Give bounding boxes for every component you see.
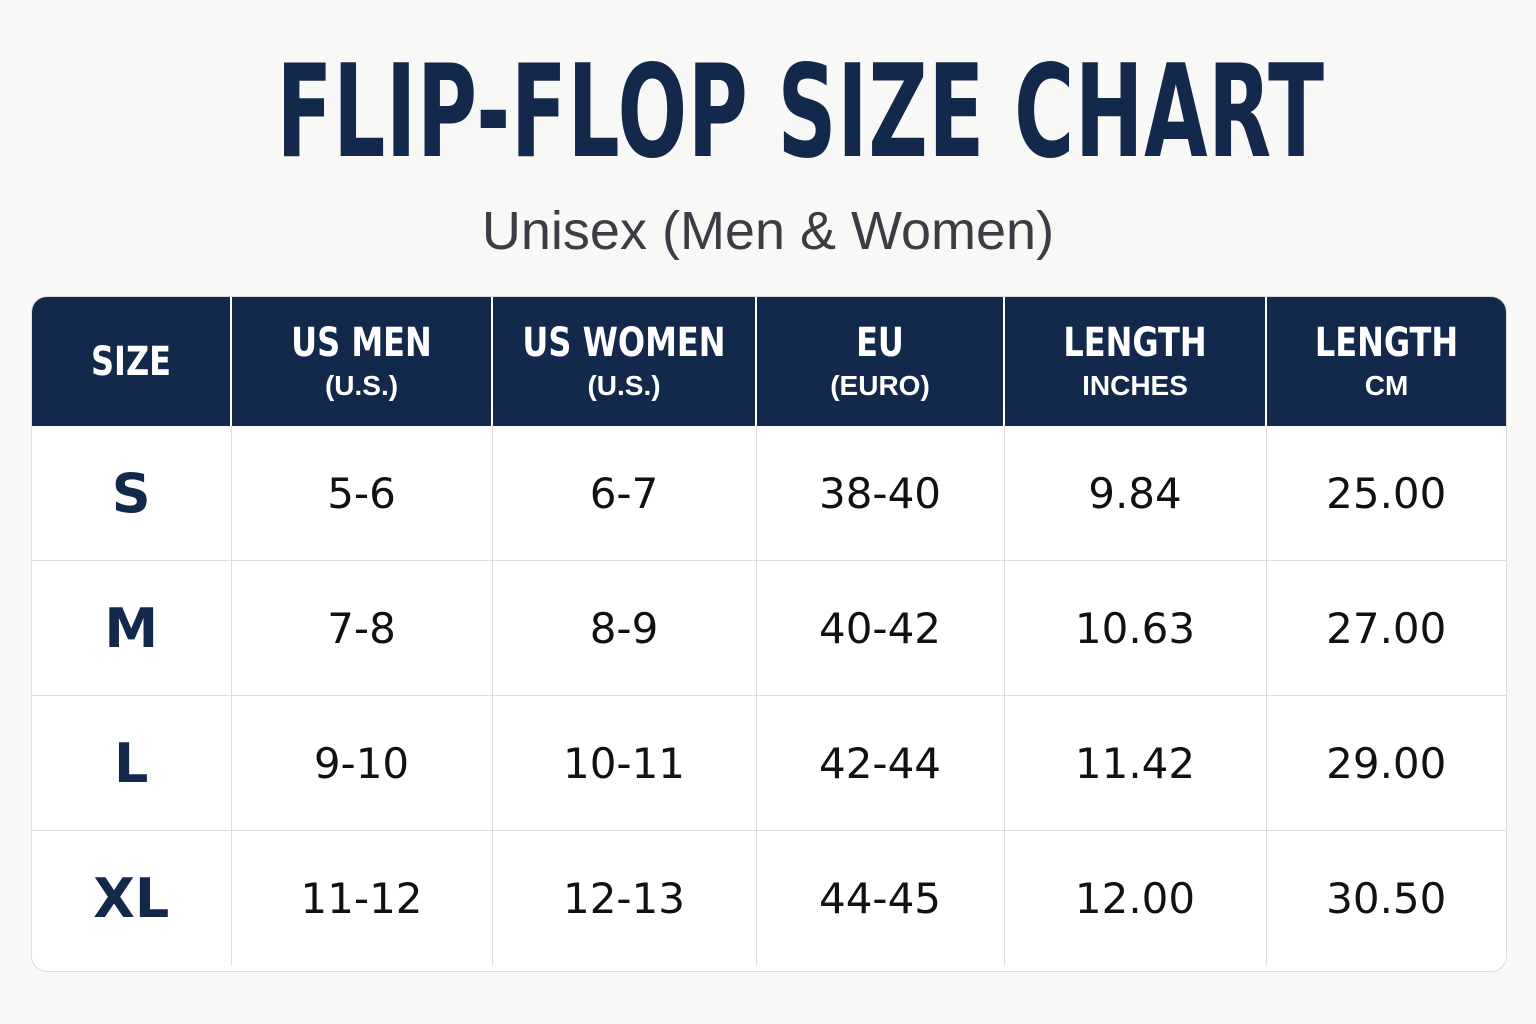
size-table-card: SIZE US MEN (U.S.) US WOMEN (U.S.) EU (E… [31,296,1507,972]
header-size: SIZE [32,297,231,426]
header-label: US MEN [291,319,432,366]
size-table: SIZE US MEN (U.S.) US WOMEN (U.S.) EU (E… [32,297,1506,965]
size-cell: S [111,461,151,525]
header-length-cm: LENGTH CM [1265,297,1506,426]
size-table-body: S 5-6 6-7 38-40 9.84 25.00 M 7-8 8-9 40-… [32,426,1506,965]
length-cm-cell: 25.00 [1265,426,1506,561]
header-label: LENGTH [1314,319,1459,366]
size-cell: XL [32,830,231,965]
header-us-men: US MEN (U.S.) [230,297,492,426]
header-sublabel: (U.S.) [324,369,399,401]
us-men-cell: 7-8 [230,560,492,696]
eu-cell: 38-40 [755,426,1004,561]
header-length-inches: LENGTH INCHES [1003,297,1266,426]
size-cell: M [32,560,231,696]
table-row: S 5-6 6-7 38-40 9.84 25.00 [32,426,1506,561]
table-row: M 7-8 8-9 40-42 10.63 27.00 [32,560,1506,696]
header-us-women: US WOMEN (U.S.) [491,297,756,426]
length-cm-cell: 30.50 [1265,830,1506,965]
length-inches-cell: 11.42 [1003,695,1266,831]
us-men-cell: 9-10 [230,695,492,831]
header-row: SIZE US MEN (U.S.) US WOMEN (U.S.) EU (E… [32,297,1506,426]
us-women-cell: 8-9 [491,560,756,696]
table-row: XL 11-12 12-13 44-45 12.00 30.50 [32,830,1506,965]
header-label: SIZE [90,338,172,385]
us-women-cell: 12-13 [491,830,756,965]
header-sublabel: (EURO) [830,369,930,401]
us-men-cell: 11-12 [230,830,492,965]
table-row: L 9-10 10-11 42-44 11.42 29.00 [32,695,1506,831]
length-inches-cell: 12.00 [1003,830,1266,965]
header-sublabel: INCHES [1082,369,1188,401]
us-women-cell: 10-11 [491,695,756,831]
header-label: LENGTH [1063,319,1207,366]
eu-cell: 42-44 [755,695,1004,831]
length-inches-cell: 10.63 [1003,560,1266,696]
header-sublabel: CM [1364,369,1409,401]
header-sublabel: (U.S.) [587,369,661,401]
page-subtitle: Unisex (Men & Women) [481,201,1055,261]
eu-cell: 44-45 [755,830,1004,965]
header-label: US WOMEN [522,319,726,366]
header-label: EU [856,319,904,366]
us-men-cell: 5-6 [230,426,492,561]
length-cm-cell: 27.00 [1265,560,1506,696]
eu-cell: 40-42 [755,560,1004,696]
size-cell: L [32,695,231,831]
page-title: FLIP-FLOP SIZE CHART [276,38,1325,187]
header-eu: EU (EURO) [755,297,1004,426]
length-cm-cell: 29.00 [1265,695,1506,831]
us-women-cell: 6-7 [491,426,756,561]
size-table-header: SIZE US MEN (U.S.) US WOMEN (U.S.) EU (E… [32,297,1506,426]
length-inches-cell: 9.84 [1003,426,1266,561]
